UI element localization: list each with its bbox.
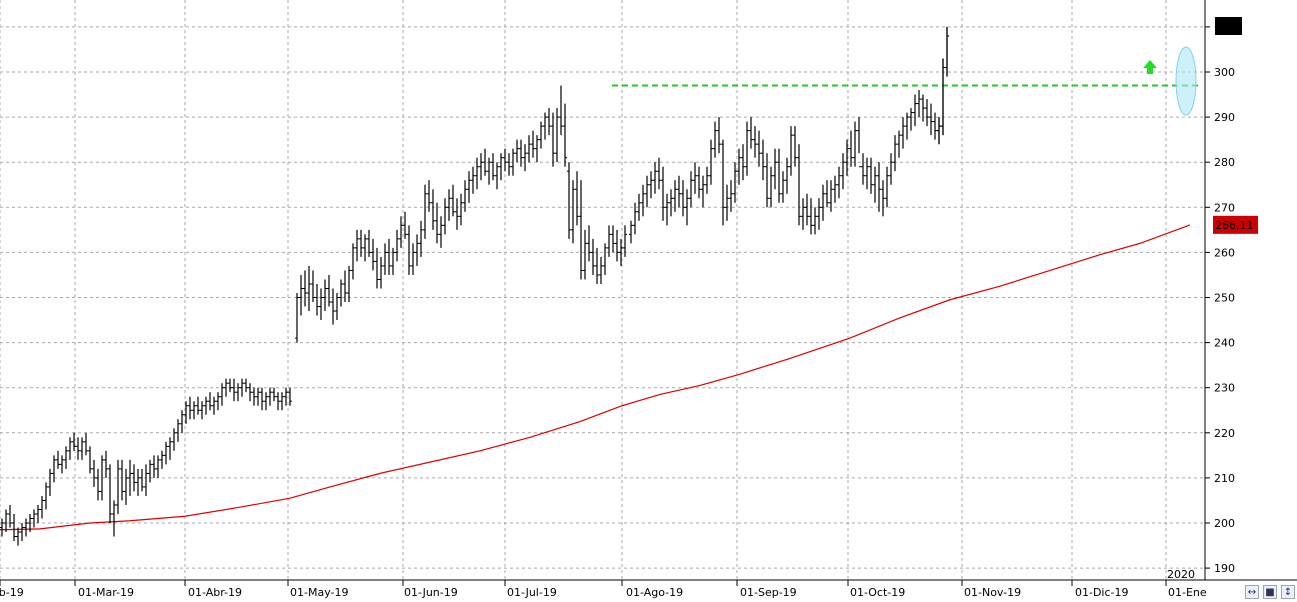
breakout-highlight (1175, 46, 1197, 116)
year-label: 2020 (1167, 568, 1195, 581)
x-tick-label: eb-19 (0, 586, 24, 599)
y-tick-label: 220 (1214, 427, 1235, 440)
up-arrow-icon (1143, 60, 1157, 74)
y-tick-label: 260 (1214, 246, 1235, 259)
y-tick-label: 230 (1214, 382, 1235, 395)
y-tick-label: 190 (1214, 562, 1235, 575)
x-tick-label: 01-Ene (1168, 586, 1207, 599)
x-tick-label: 01-May-19 (290, 586, 348, 599)
y-tick-label: 240 (1214, 337, 1235, 350)
ma-price-badge (1213, 215, 1258, 234)
x-tick-label: 01-Ago-19 (626, 586, 683, 599)
x-tick-label: 01-Sep-19 (740, 586, 797, 599)
y-tick-label: 280 (1214, 156, 1235, 169)
x-tick-label: 01-Abr-19 (188, 586, 242, 599)
x-tick-label: 01-Mar-19 (78, 586, 134, 599)
moving-average-line (0, 224, 1191, 531)
x-tick-label: 01-Jul-19 (507, 586, 557, 599)
chart-toolbar: ↔ ■ ↕ (1245, 585, 1295, 599)
x-tick-label: 01-Oct-19 (850, 586, 905, 599)
pan-button[interactable]: ↔ (1245, 585, 1259, 599)
x-tick-label: 01-Jun-19 (404, 586, 458, 599)
zoom-button[interactable]: ↕ (1281, 585, 1295, 599)
x-tick-label: 01-Nov-19 (964, 586, 1021, 599)
y-tick-label: 300 (1214, 66, 1235, 79)
y-tick-label: 290 (1214, 111, 1235, 124)
save-icon[interactable]: ■ (1263, 585, 1277, 599)
y-tick-label: 250 (1214, 292, 1235, 305)
y-tick-label: 200 (1214, 517, 1235, 530)
y-tick-label: 270 (1214, 201, 1235, 214)
ma-price-label: 266,11 (1215, 219, 1254, 232)
last-price-badge (1215, 17, 1242, 35)
y-tick-label: 210 (1214, 472, 1235, 485)
x-tick-label: 01-Dic-19 (1075, 586, 1129, 599)
